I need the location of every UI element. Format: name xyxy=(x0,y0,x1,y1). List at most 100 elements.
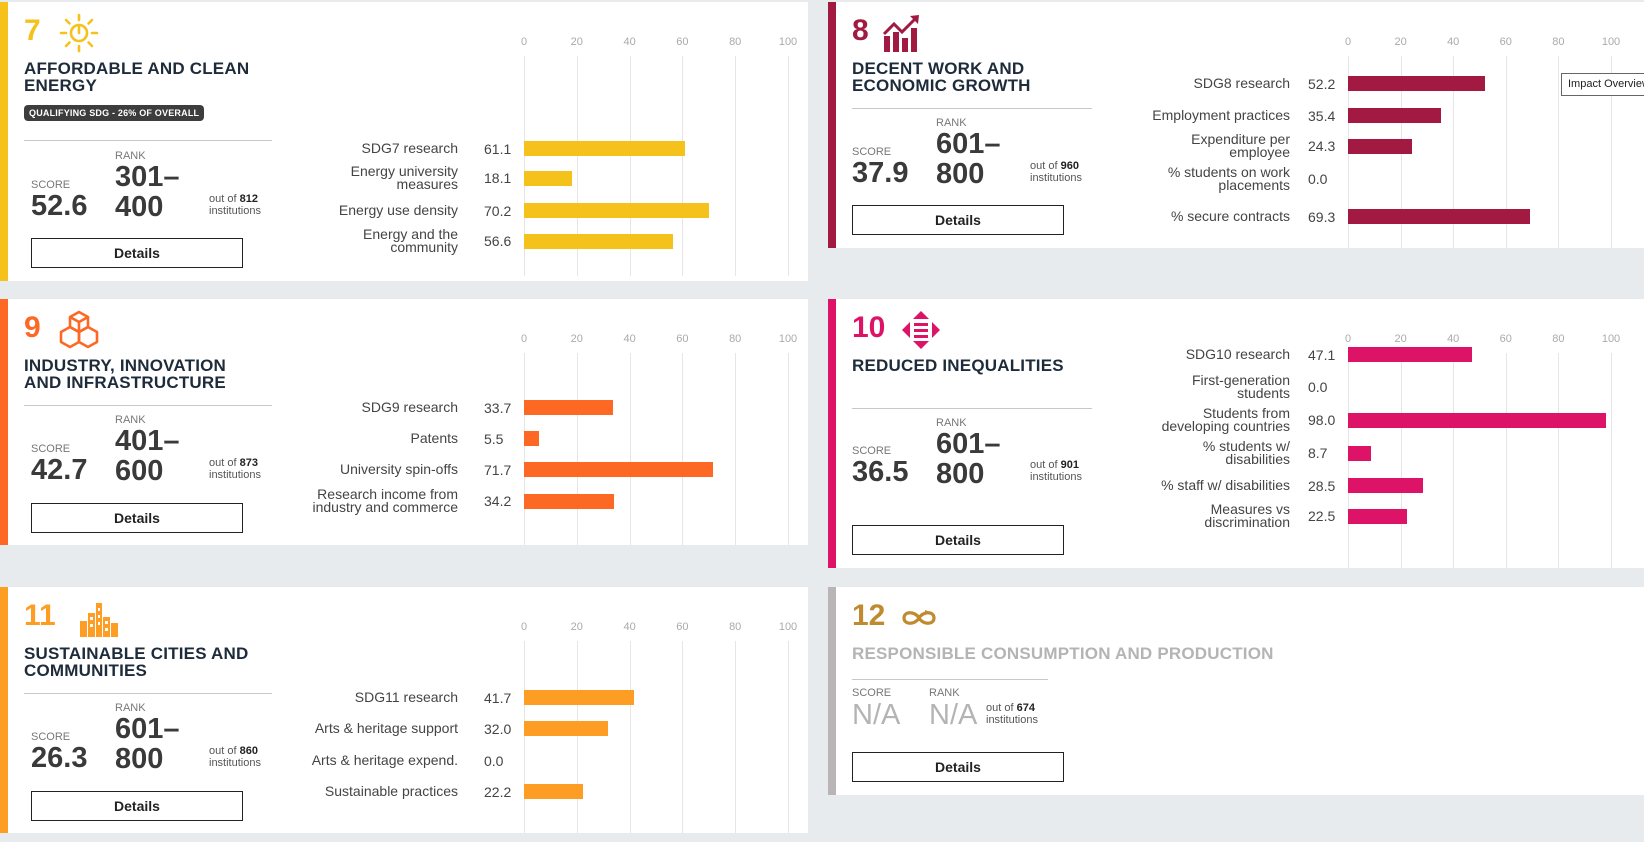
sdg8-rank-line1: 601– xyxy=(936,128,1001,160)
sdg8-details-button[interactable]: Details xyxy=(852,205,1064,235)
sdg9-accent-bar xyxy=(0,299,8,545)
sdg12-details-button[interactable]: Details xyxy=(852,752,1064,782)
sdg12-number: 12 xyxy=(852,599,886,632)
metric-bar xyxy=(524,171,572,186)
sdg10-rank-line1: 601– xyxy=(936,428,1001,460)
sdg12-title: RESPONSIBLE CONSUMPTION AND PRODUCTION xyxy=(852,644,1274,663)
gridline xyxy=(1453,56,1455,248)
gridline xyxy=(682,353,684,545)
sdg9-rank-value: 401– 600 xyxy=(115,426,180,486)
metric-value: 18.1 xyxy=(484,170,512,186)
metric-label: Energy university measures xyxy=(350,163,458,192)
sdg8-rank-value: 601– 800 xyxy=(936,129,1001,189)
axis-tick-label: 60 xyxy=(1499,36,1512,48)
metric-value: 0.0 xyxy=(1308,379,1328,395)
sdg7-details-button[interactable]: Details xyxy=(31,238,243,268)
sdg10-divider xyxy=(852,408,1092,409)
sdg11-title-line2: COMMUNITIES xyxy=(24,661,148,680)
sdg9-card: 9 INDUSTRY, INNOVATION AND INFRASTRUCTUR… xyxy=(0,299,808,545)
sdg11-rank-line2: 800 xyxy=(115,743,164,775)
metric-label: SDG10 research xyxy=(1185,346,1290,362)
sdg7-title-line1: AFFORDABLE AND CLEAN xyxy=(24,59,250,78)
axis-tick-label: 40 xyxy=(1447,333,1460,345)
metric-bar xyxy=(1348,209,1531,224)
axis-tick-label: 60 xyxy=(676,333,689,345)
metric-value: 24.3 xyxy=(1308,138,1336,154)
gridline xyxy=(524,641,525,833)
sdg11-score-value: 26.3 xyxy=(31,742,88,774)
qualifying-badge: QUALIFYING SDG - 26% OF OVERALL xyxy=(24,105,205,121)
metric-bar xyxy=(524,400,613,415)
sdg10-details-button[interactable]: Details xyxy=(852,525,1064,555)
sdg11-out-of: out of 860 institutions xyxy=(209,745,261,769)
sdg12-score-value: N/A xyxy=(852,699,901,731)
metric-value: 0.0 xyxy=(484,753,504,769)
out-of-count: 901 xyxy=(1060,459,1079,471)
metric-bar xyxy=(524,234,674,249)
metric-value: 32.0 xyxy=(484,721,512,737)
sdg10-bar-chart: 0 20 40 60 80 100 SDG10 research 47.1 First-gene… xyxy=(828,299,1644,568)
gridline xyxy=(682,56,684,276)
sdg8-number: 8 xyxy=(852,14,869,47)
metric-bar xyxy=(1348,478,1423,493)
axis-tick-label: 0 xyxy=(1344,333,1352,345)
gridline xyxy=(629,56,631,276)
sdg9-score-label: SCORE xyxy=(31,443,71,455)
metric-bar xyxy=(1348,446,1371,461)
sdg11-accent-bar xyxy=(0,587,8,833)
sdg9-rank-line1: 401– xyxy=(115,425,180,457)
out-of-prefix: out of xyxy=(1030,459,1058,471)
axis-tick-label: 60 xyxy=(1499,333,1512,345)
sdg8-accent-bar xyxy=(828,2,836,248)
gridline xyxy=(1505,353,1507,568)
gridline xyxy=(524,353,525,545)
metric-label: SDG8 research xyxy=(1193,75,1290,91)
metric-label: % students on work placements xyxy=(1167,164,1290,193)
metric-value: 41.7 xyxy=(484,690,512,706)
metric-value: 5.5 xyxy=(484,431,504,447)
metric-bar xyxy=(524,494,615,509)
out-of-suffix: institutions xyxy=(209,205,261,217)
metric-bar xyxy=(1348,509,1408,524)
sdg10-accent-bar xyxy=(828,299,836,568)
sdg7-divider xyxy=(24,140,272,141)
gridline xyxy=(629,641,631,833)
sdg10-rank-value: 601– 800 xyxy=(936,429,1001,489)
sdg9-title: INDUSTRY, INNOVATION AND INFRASTRUCTURE xyxy=(24,357,226,391)
sdg8-out-of: out of 960 institutions xyxy=(1030,160,1082,184)
metric-value: 34.2 xyxy=(484,493,512,509)
metric-label: Measures vs discrimination xyxy=(1204,501,1290,530)
sdg11-details-button[interactable]: Details xyxy=(31,791,243,821)
metric-bar xyxy=(1348,347,1472,362)
metric-label: Energy and the community xyxy=(363,226,458,255)
metric-bar xyxy=(1348,413,1606,428)
sdg10-score-value: 36.5 xyxy=(852,456,909,488)
sdg8-divider xyxy=(852,108,1092,109)
metric-bar xyxy=(524,203,710,218)
metric-label: Employment practices xyxy=(1152,107,1290,123)
axis-tick-label: 20 xyxy=(570,333,583,345)
axis-tick-label: 80 xyxy=(729,621,742,633)
sdg11-divider xyxy=(24,693,272,694)
axis-tick-label: 40 xyxy=(1447,36,1460,48)
axis-tick-label: 0 xyxy=(520,621,528,633)
sdg11-rank-value: 601– 800 xyxy=(115,714,180,774)
axis-tick-label: 80 xyxy=(1552,333,1565,345)
sdg10-score-label: SCORE xyxy=(852,445,892,457)
metric-value: 28.5 xyxy=(1308,478,1336,494)
axis-tick-label: 80 xyxy=(1552,36,1565,48)
metric-value: 33.7 xyxy=(484,400,512,416)
metric-label: Students from developing countries xyxy=(1161,405,1290,434)
metric-label: Research income from industry and commerc… xyxy=(312,486,458,515)
sdg8-title: DECENT WORK AND ECONOMIC GROWTH xyxy=(852,60,1031,94)
sdg11-bar-chart: 0 20 40 60 80 100 SDG11 research 41.7 Arts & her… xyxy=(0,587,808,833)
equality-arrows-icon xyxy=(902,311,940,349)
sdg11-title: SUSTAINABLE CITIES AND COMMUNITIES xyxy=(24,645,248,679)
axis-tick-label: 40 xyxy=(623,333,636,345)
metric-value: 47.1 xyxy=(1308,347,1336,363)
axis-tick-label: 100 xyxy=(1601,36,1621,48)
gridline xyxy=(1558,353,1560,568)
axis-tick-label: 60 xyxy=(676,621,689,633)
metric-label: Expenditure per employee xyxy=(1191,131,1290,160)
sdg9-details-button[interactable]: Details xyxy=(31,503,243,533)
